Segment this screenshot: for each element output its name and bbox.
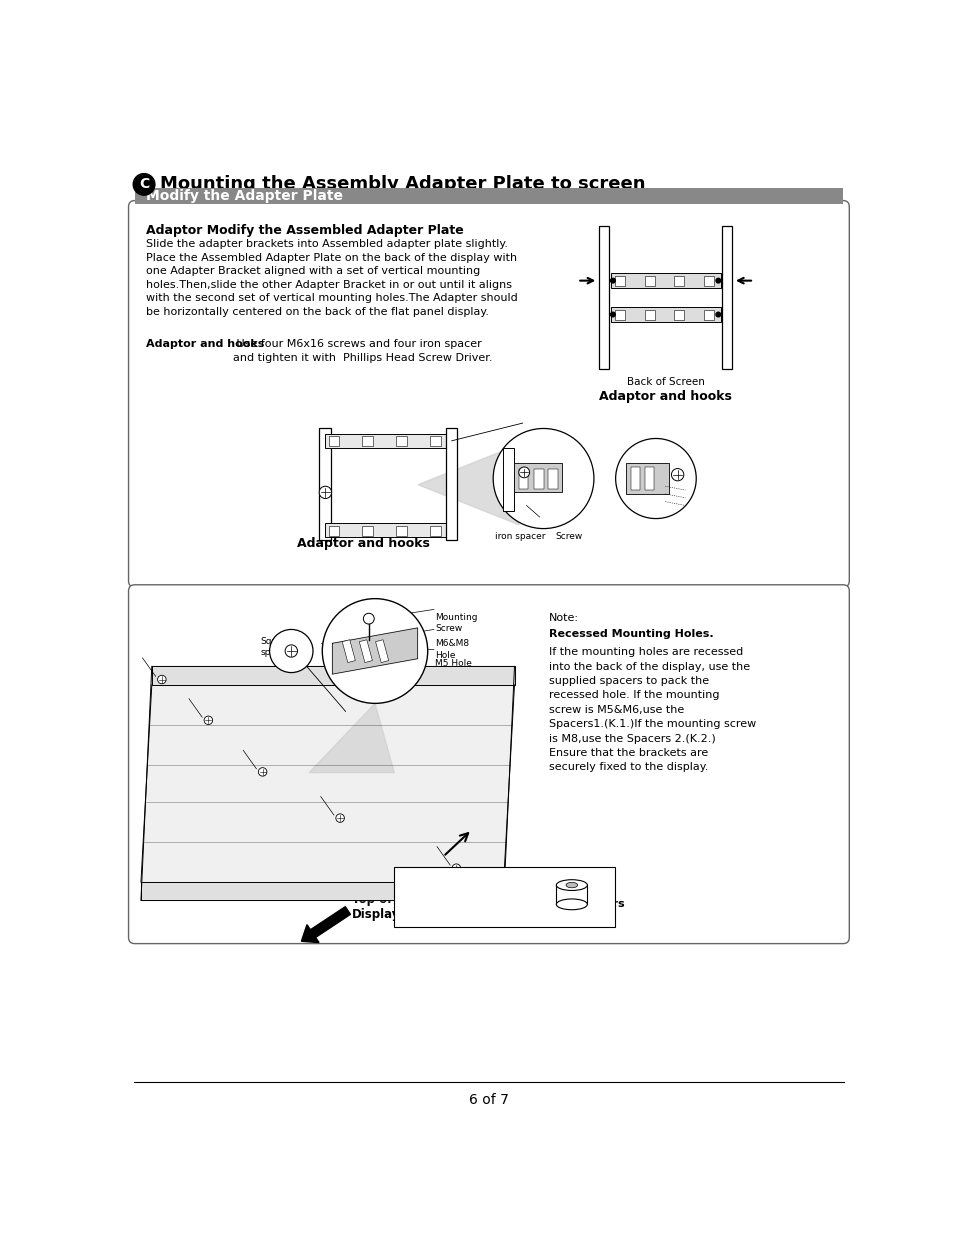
Bar xyxy=(721,226,732,369)
Text: 6 of 7: 6 of 7 xyxy=(469,1093,508,1107)
Text: Adaptor and hooks: Adaptor and hooks xyxy=(598,390,731,404)
Bar xyxy=(674,310,683,320)
Bar xyxy=(328,436,339,446)
Text: Note:: Note: xyxy=(549,613,578,622)
Text: *For screen with a hole
pattern in a pocket,spacers
go between Assembly
Adapter : *For screen with a hole pattern in a poc… xyxy=(400,872,534,920)
Bar xyxy=(615,310,624,320)
Bar xyxy=(395,436,407,446)
Ellipse shape xyxy=(556,879,587,890)
Text: Square
spacer: Square spacer xyxy=(260,637,292,657)
Circle shape xyxy=(518,467,529,478)
Bar xyxy=(514,463,561,493)
Text: Slide the adapter brackets into Assembled adapter plate slightly.
Place the Asse: Slide the adapter brackets into Assemble… xyxy=(146,240,517,317)
Polygon shape xyxy=(141,882,503,900)
Circle shape xyxy=(204,716,213,725)
Bar xyxy=(626,463,668,494)
FancyBboxPatch shape xyxy=(129,200,848,587)
Circle shape xyxy=(335,814,344,823)
Bar xyxy=(644,310,654,320)
Circle shape xyxy=(322,599,427,704)
Text: Spacers: Spacers xyxy=(575,899,624,909)
Text: C: C xyxy=(139,178,149,191)
Text: Screw: Screw xyxy=(555,532,582,541)
Text: Back of Screen: Back of Screen xyxy=(626,377,704,387)
Circle shape xyxy=(157,676,166,684)
Circle shape xyxy=(319,487,332,499)
Circle shape xyxy=(258,768,267,776)
Bar xyxy=(342,640,355,662)
Bar xyxy=(325,433,445,448)
Bar xyxy=(134,188,842,204)
Bar xyxy=(430,436,440,446)
Circle shape xyxy=(452,864,460,872)
Bar xyxy=(598,226,608,369)
Bar xyxy=(610,273,720,288)
Bar xyxy=(644,467,653,490)
Polygon shape xyxy=(332,627,417,674)
Text: Recessed Mounting Holes.: Recessed Mounting Holes. xyxy=(549,630,713,640)
Bar xyxy=(610,306,720,322)
Text: Adaptor Modify the Assembled Adapter Plate: Adaptor Modify the Assembled Adapter Pla… xyxy=(146,224,464,237)
Circle shape xyxy=(493,429,594,529)
Bar xyxy=(394,867,615,926)
FancyBboxPatch shape xyxy=(129,585,848,944)
Ellipse shape xyxy=(565,882,578,888)
Circle shape xyxy=(671,468,683,480)
Circle shape xyxy=(285,645,297,657)
Text: Adaptor and hooks: Adaptor and hooks xyxy=(296,537,430,550)
Bar xyxy=(395,526,407,536)
Text: M5 Hole: M5 Hole xyxy=(435,658,472,668)
Circle shape xyxy=(716,278,720,283)
Text: Adaptor and hooks: Adaptor and hooks xyxy=(146,340,265,350)
Polygon shape xyxy=(417,445,518,525)
Text: If the mounting holes are recessed
into the back of the display, use the
supplie: If the mounting holes are recessed into … xyxy=(549,647,756,772)
Text: Adapter
Bracket: Adapter Bracket xyxy=(522,431,560,452)
Bar xyxy=(430,526,440,536)
Circle shape xyxy=(615,438,696,519)
Bar xyxy=(631,467,639,490)
Text: Mounting
Screw: Mounting Screw xyxy=(435,613,477,632)
Bar xyxy=(445,429,456,540)
Circle shape xyxy=(363,614,374,624)
Circle shape xyxy=(716,312,720,317)
Bar xyxy=(703,275,713,287)
Bar xyxy=(644,275,654,287)
Text: Mounting the Assembly Adapter Plate to screen: Mounting the Assembly Adapter Plate to s… xyxy=(159,175,644,194)
Circle shape xyxy=(610,278,615,283)
Text: Top of
Display: Top of Display xyxy=(352,893,399,920)
Bar xyxy=(328,526,339,536)
Bar xyxy=(319,429,331,540)
Bar xyxy=(674,275,683,287)
Ellipse shape xyxy=(556,899,587,910)
Circle shape xyxy=(270,630,313,673)
Bar xyxy=(615,275,624,287)
Bar xyxy=(375,640,388,662)
Bar xyxy=(703,310,713,320)
Circle shape xyxy=(133,174,154,195)
Bar xyxy=(325,524,445,537)
Text: iron spacer: iron spacer xyxy=(495,532,545,541)
Bar xyxy=(362,436,373,446)
Polygon shape xyxy=(152,667,514,685)
Bar xyxy=(503,448,514,511)
Bar xyxy=(359,640,372,662)
Text: Modify the Adapter Plate: Modify the Adapter Plate xyxy=(146,189,343,203)
Bar xyxy=(362,526,373,536)
Bar xyxy=(534,468,543,489)
Polygon shape xyxy=(141,667,514,900)
Bar xyxy=(548,468,557,489)
Text: Use four M6x16 screws and four iron spacer
and tighten it with  Phillips Head Sc: Use four M6x16 screws and four iron spac… xyxy=(233,340,492,363)
Circle shape xyxy=(610,312,615,317)
Text: M6&M8
Hole: M6&M8 Hole xyxy=(435,640,469,659)
Polygon shape xyxy=(309,704,394,773)
Bar xyxy=(518,468,528,489)
FancyArrow shape xyxy=(301,906,350,942)
